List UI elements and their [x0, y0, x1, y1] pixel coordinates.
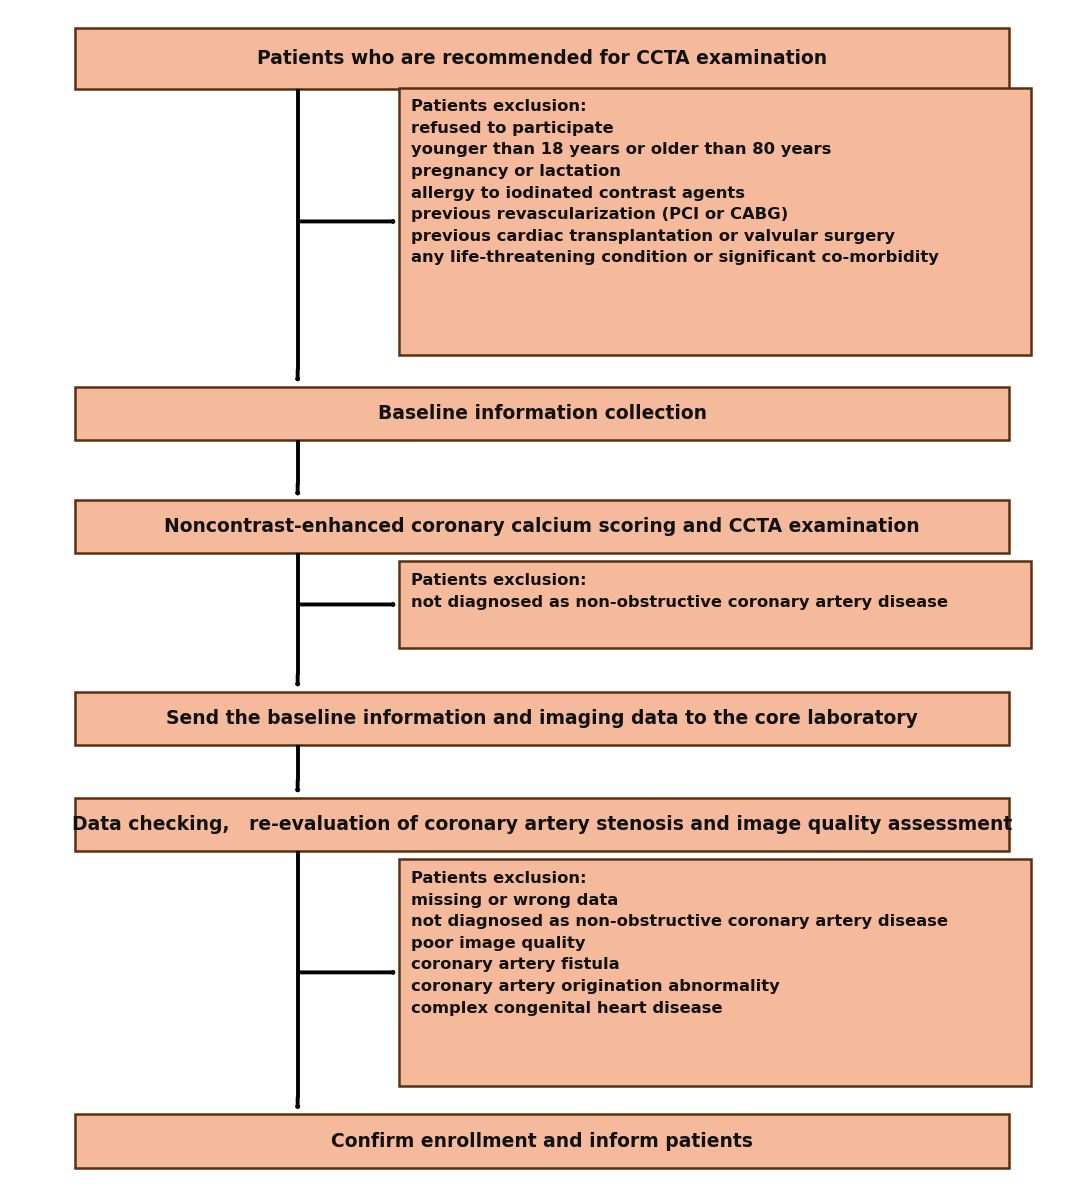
FancyBboxPatch shape — [75, 691, 1009, 745]
Text: Patients exclusion:
missing or wrong data
not diagnosed as non-obstructive coron: Patients exclusion: missing or wrong dat… — [411, 871, 948, 1016]
FancyBboxPatch shape — [399, 88, 1031, 355]
Text: Patients who are recommended for CCTA examination: Patients who are recommended for CCTA ex… — [257, 49, 827, 68]
FancyBboxPatch shape — [399, 859, 1031, 1087]
FancyBboxPatch shape — [399, 562, 1031, 647]
Text: Patients exclusion:
not diagnosed as non-obstructive coronary artery disease: Patients exclusion: not diagnosed as non… — [411, 573, 948, 609]
FancyBboxPatch shape — [75, 500, 1009, 554]
Text: Noncontrast-enhanced coronary calcium scoring and CCTA examination: Noncontrast-enhanced coronary calcium sc… — [164, 517, 920, 536]
Text: Baseline information collection: Baseline information collection — [377, 404, 707, 423]
Text: Send the baseline information and imaging data to the core laboratory: Send the baseline information and imagin… — [166, 709, 918, 728]
FancyBboxPatch shape — [75, 1114, 1009, 1168]
Text: Data checking,   re-evaluation of coronary artery stenosis and image quality ass: Data checking, re-evaluation of coronary… — [72, 815, 1012, 834]
FancyBboxPatch shape — [75, 29, 1009, 89]
FancyBboxPatch shape — [75, 387, 1009, 441]
Text: Patients exclusion:
refused to participate
younger than 18 years or older than 8: Patients exclusion: refused to participa… — [411, 100, 939, 265]
Text: Confirm enrollment and inform patients: Confirm enrollment and inform patients — [331, 1132, 753, 1151]
FancyBboxPatch shape — [75, 798, 1009, 852]
